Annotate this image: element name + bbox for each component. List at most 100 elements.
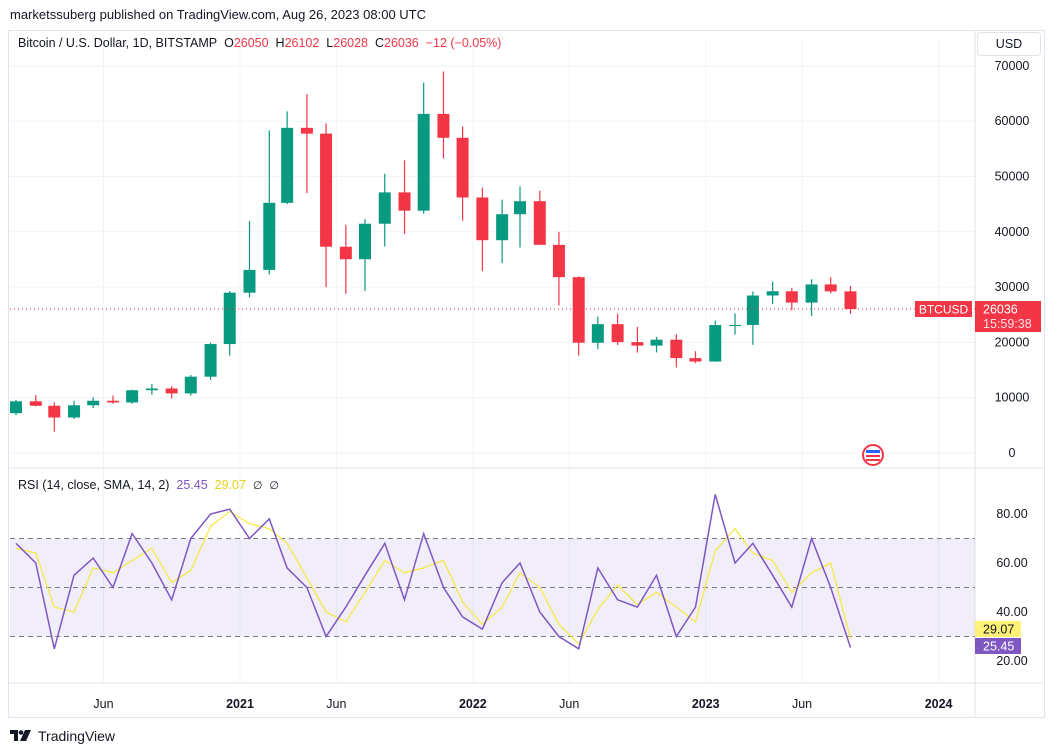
candle-body xyxy=(263,202,276,270)
candle-body xyxy=(300,127,313,134)
low-label: L xyxy=(326,36,334,50)
currency-button[interactable]: USD xyxy=(977,32,1041,56)
symbol-tag-label: BTCUSD xyxy=(919,303,969,317)
candle-body xyxy=(165,388,178,394)
candle-body xyxy=(824,284,837,292)
candle-body xyxy=(709,325,722,362)
candle-body xyxy=(281,127,294,203)
rsi-tag-value: 25.45 xyxy=(983,640,1014,654)
candle-body xyxy=(68,405,81,418)
price-tick-label: 30000 xyxy=(995,280,1030,294)
low-value: 26028 xyxy=(333,36,369,50)
tradingview-logo-icon xyxy=(10,730,31,741)
candle-body xyxy=(358,223,371,260)
candle-body xyxy=(126,390,139,403)
candle-body xyxy=(496,214,509,241)
time-tick-label: Jun xyxy=(93,697,113,711)
candle-body xyxy=(456,137,469,198)
us-flag-icon xyxy=(866,450,880,453)
candle-body xyxy=(417,113,430,211)
rsi-sma-tag-value: 29.07 xyxy=(983,623,1014,637)
candle-body xyxy=(243,269,256,293)
us-flag-icon xyxy=(866,459,880,461)
time-tick-label: Jun xyxy=(792,697,812,711)
candle-body xyxy=(320,133,333,247)
rsi-tick-label: 80.00 xyxy=(996,507,1027,521)
time-tick-label: 2024 xyxy=(925,697,953,711)
footer-brand-text: TradingView xyxy=(38,728,116,744)
candle-body xyxy=(766,291,779,296)
candle-body xyxy=(670,339,683,359)
candle-body xyxy=(339,246,352,260)
candle-body xyxy=(29,401,42,406)
candle-body xyxy=(591,324,604,343)
rsi-tick-label: 20.00 xyxy=(996,654,1027,668)
candle-body xyxy=(729,324,742,326)
price-tick-label: 10000 xyxy=(995,391,1030,405)
candle-body xyxy=(572,277,585,343)
hide-icon[interactable]: ∅ xyxy=(269,480,280,492)
price-tick-label: 70000 xyxy=(995,59,1030,73)
rsi-sma-value: 29.07 xyxy=(214,478,246,492)
rsi-tick-label: 40.00 xyxy=(996,605,1027,619)
candle-body xyxy=(533,201,546,245)
symbol-legend: Bitcoin / U.S. Dollar, 1D, BITSTAMP O260… xyxy=(18,36,501,50)
candle-body xyxy=(611,324,624,343)
price-tick-label: 20000 xyxy=(995,335,1030,349)
price-tick-label: 0 xyxy=(1009,446,1016,460)
candle-body xyxy=(184,376,197,394)
rsi-tag xyxy=(975,638,1021,654)
high-value: 26102 xyxy=(284,36,320,50)
hide-icon[interactable]: ∅ xyxy=(252,480,263,492)
countdown-value: 15:59:38 xyxy=(983,317,1032,331)
time-tick-label: Jun xyxy=(559,697,579,711)
candle-body xyxy=(398,192,411,211)
chart-frame xyxy=(8,30,1045,718)
rsi-legend: RSI (14, close, SMA, 14, 2) 25.45 29.07 … xyxy=(18,478,279,492)
rsi-title: RSI (14, close, SMA, 14, 2) xyxy=(18,478,170,492)
time-tick-label: 2021 xyxy=(226,697,254,711)
candle-body xyxy=(844,291,857,310)
close-label: C xyxy=(374,36,384,50)
publisher-line: marketssuberg published on TradingView.c… xyxy=(10,7,427,22)
price-tick-label: 60000 xyxy=(995,114,1030,128)
candle-body xyxy=(223,292,236,345)
candle-body xyxy=(87,400,100,406)
candle-body xyxy=(9,401,22,414)
price-tick-label: 40000 xyxy=(995,225,1030,239)
last-price-value: 26036 xyxy=(983,303,1018,317)
candle-body xyxy=(476,197,489,241)
candle-body xyxy=(204,344,217,377)
last-price-tag xyxy=(975,301,1041,333)
candle-body xyxy=(145,388,158,391)
symbol-tag xyxy=(915,301,972,318)
candle-body xyxy=(514,201,527,215)
rsi-sma-line xyxy=(15,510,852,645)
rsi-value: 25.45 xyxy=(176,478,208,492)
rsi-tick-label: 60.00 xyxy=(996,556,1027,570)
time-tick-label: Jun xyxy=(326,697,346,711)
candle-body xyxy=(48,405,61,418)
time-tick-label: 2023 xyxy=(692,697,720,711)
price-tick-label: 50000 xyxy=(995,170,1030,184)
candle-body xyxy=(437,113,450,138)
candle-body xyxy=(378,192,391,224)
time-tick-label: 2022 xyxy=(459,697,487,711)
open-value: 26050 xyxy=(233,36,269,50)
us-flag-icon xyxy=(866,455,880,457)
candle-body xyxy=(689,358,702,362)
high-label: H xyxy=(275,36,285,50)
candle-body xyxy=(631,342,644,346)
rsi-sma-tag xyxy=(975,621,1021,637)
candle-body xyxy=(552,244,565,278)
candle-body xyxy=(650,339,663,346)
candle-body xyxy=(805,284,818,303)
close-value: 26036 xyxy=(384,36,419,50)
open-label: O xyxy=(224,36,234,50)
symbol-title: Bitcoin / U.S. Dollar, 1D, BITSTAMP xyxy=(18,36,218,50)
candle-body xyxy=(785,291,798,303)
candle-body xyxy=(106,400,119,403)
candle-body xyxy=(746,295,759,325)
footer-brand[interactable]: TradingView xyxy=(10,728,115,744)
